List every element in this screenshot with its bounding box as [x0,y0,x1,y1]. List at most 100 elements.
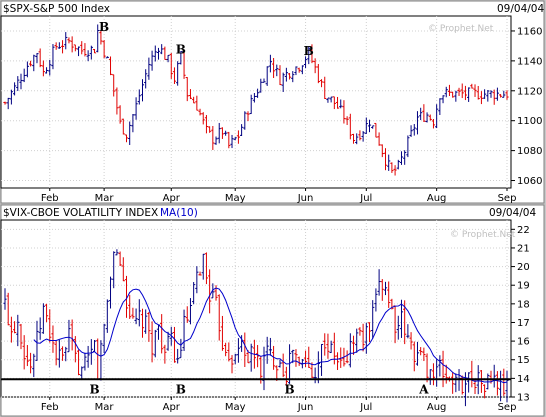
spx-panel: 1060 1080 1100 1120 1140 1160 Feb Mar Apr May Jun… [0,0,545,204]
ohlc-bar [134,308,138,325]
ohlc-bar [150,321,154,363]
ohlc-bar [313,367,317,384]
ohlc-bar [438,355,442,377]
ohlc-bar [447,84,452,97]
ohlc-bar [134,97,138,120]
ohlc-bar [172,67,177,84]
spx-chart-date: 09/04/04 [497,3,544,15]
vix-chart-date: 09/04/04 [489,207,536,219]
ohlc-bar [252,92,257,103]
ohlc-bar [169,52,173,79]
ohlc-bar [444,364,448,384]
ohlc-bar [364,322,368,354]
ohlc-bar [268,54,272,73]
y-tick-label: 22 [517,225,530,236]
ohlc-bar [131,307,135,319]
ohlc-bar [67,37,71,44]
ohlc-bar [195,95,199,111]
annotation-label: B [176,42,186,56]
ohlc-bar [319,79,324,88]
ohlc-bar [438,98,442,115]
ohlc-bar [335,96,340,109]
ohlc-bar [166,331,170,351]
ohlc-bar [54,42,58,50]
ohlc-bar [105,56,109,59]
ohlc-bar [160,314,164,354]
ohlc-bar [243,111,247,130]
ohlc-bar [361,323,365,352]
ohlc-bar [208,126,212,133]
ohlc-bar [345,350,349,364]
ohlc-bar [265,336,269,364]
annotation-label: B [304,44,314,58]
ohlc-bar [12,321,17,334]
annotation-label: A [418,382,429,396]
ohlc-bar [195,266,199,294]
ohlc-bar [377,132,381,146]
ohlc-bar [163,46,167,60]
ohlc-bar [358,327,362,336]
ohlc-bar [201,253,205,280]
y-tick-label: 20 [517,262,530,273]
ohlc-bar [44,67,49,74]
ohlc-bar [35,53,39,64]
ohlc-bar [19,73,23,90]
ohlc-bar [323,333,327,356]
ohlc-bar [64,32,68,50]
ohlc-bar [172,326,177,363]
ohlc-bar [249,94,253,115]
ohlc-bar [351,335,356,355]
ohlc-bar [112,74,116,97]
ohlc-bar [240,124,244,136]
ohlc-bar [150,50,154,71]
ohlc-bar [326,97,330,103]
ohlc-bar [467,372,471,393]
ohlc-bar [262,78,266,83]
ohlc-bar [441,350,445,388]
ohlc-bar [86,50,90,62]
ohlc-bar [383,148,388,171]
x-tick-label: Jul [359,193,372,204]
ohlc-bar [224,342,228,357]
ohlc-bar [112,251,116,289]
ohlc-bar [422,347,426,362]
ohlc-bar [329,340,333,354]
ohlc-bar [323,76,327,100]
ohlc-bar [428,114,432,121]
ohlc-bar [342,100,346,124]
ohlc-bar [403,300,407,345]
ohlc-bar [230,134,234,149]
ohlc-bar [92,48,97,54]
ohlc-bar [345,116,349,125]
ohlc-bar [422,104,426,122]
ohlc-bar [156,47,161,60]
x-tick-label: Apr [163,402,181,413]
ohlc-bar [208,269,212,314]
y-tick-label: 17 [517,318,530,329]
ohlc-bar [137,89,141,105]
ohlc-bar [326,333,330,359]
ohlc-bar [454,90,458,102]
ohlc-bar [281,353,285,378]
ohlc-bar [147,57,151,80]
ohlc-bar [118,251,122,267]
ohlc-bar [6,97,10,110]
ohlc-bar [489,90,493,98]
x-tick-label: Mar [95,402,115,413]
ohlc-bar [390,162,394,173]
ohlc-bar [124,134,129,143]
ohlc-bar [355,328,359,353]
ohlc-bar [415,111,420,135]
ohlc-bar [473,84,477,97]
spx-annotations: B B B [99,20,314,58]
y-tick-label: 19 [517,281,530,292]
ohlc-bar [9,89,13,105]
y-tick-label: 1060 [517,176,542,187]
ohlc-bar [409,332,413,350]
spx-watermark: © Prophet.Net [428,24,494,34]
x-tick-label: May [225,402,246,413]
ohlc-bar [204,252,209,285]
ohlc-bar [201,112,205,125]
vix-chart-title: $VIX-CBOE VOLATILITY INDEX [3,207,158,219]
ohlc-bar [399,151,404,165]
